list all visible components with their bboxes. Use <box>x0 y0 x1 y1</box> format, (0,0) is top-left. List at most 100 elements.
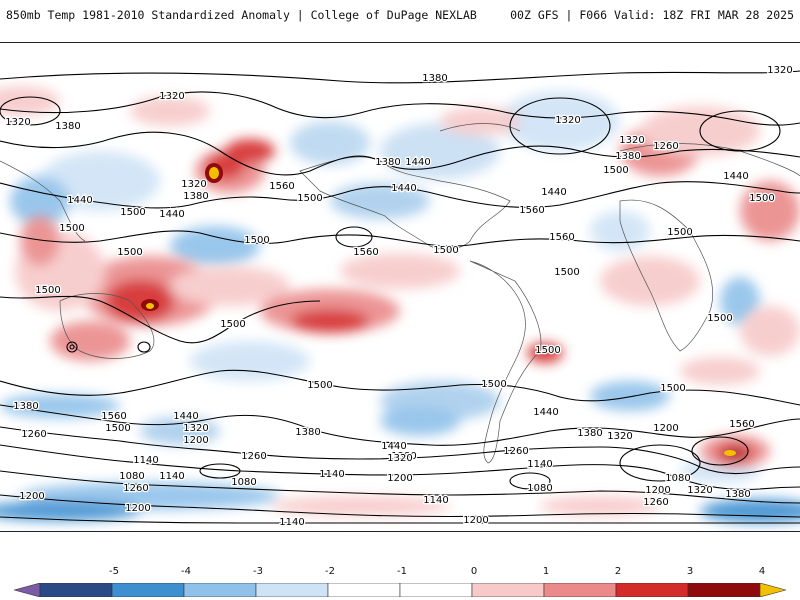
contour-label: 1560 <box>549 232 574 243</box>
contour-label: 1380 <box>391 451 416 462</box>
contour-label: 1500 <box>707 313 732 324</box>
colorbar-tick-label: 0 <box>470 566 478 577</box>
colorbar-segment <box>399 583 473 597</box>
contour-label: 1440 <box>67 195 92 206</box>
contour-label: 1320 <box>181 179 206 190</box>
contour-label: 1320 <box>619 135 644 146</box>
contour-label: 1440 <box>541 187 566 198</box>
contour-label: 1140 <box>159 471 184 482</box>
colorbar-segment <box>615 583 689 597</box>
colorbar-segment <box>327 583 401 597</box>
contour-label: 1500 <box>554 267 579 278</box>
colorbar-segment <box>759 583 786 597</box>
contour-label: 1200 <box>19 491 44 502</box>
contour-label: 1320 <box>687 485 712 496</box>
contour-label: 1080 <box>119 471 144 482</box>
contour-label: 1440 <box>381 441 406 452</box>
contour-label: 1380 <box>615 151 640 162</box>
contour-label: 1500 <box>667 227 692 238</box>
run-info: 00Z GFS | F066 Valid: 18Z FRI MAR 28 202… <box>510 8 794 22</box>
contour-label: 1500 <box>433 245 458 256</box>
contour-label: 1440 <box>391 183 416 194</box>
contour-label: 1380 <box>725 489 750 500</box>
contour-label: 1440 <box>159 209 184 220</box>
contour-label: 1200 <box>653 423 678 434</box>
contour-label: 1380 <box>183 191 208 202</box>
map-header: 850mb Temp 1981-2010 Standardized Anomal… <box>0 0 800 30</box>
colorbar-tick-label: -3 <box>253 566 263 577</box>
contour-label: 1260 <box>643 497 668 508</box>
contour-label: 1380 <box>295 427 320 438</box>
contour-label: 1380 <box>577 428 602 439</box>
contour-label: 1320 <box>607 431 632 442</box>
contour-label: 1500 <box>603 165 628 176</box>
colorbar-tick-label: -1 <box>397 566 407 577</box>
colorbar-tick-label: 1 <box>542 566 550 577</box>
colorbar-segment <box>543 583 617 597</box>
colorbar-segment <box>14 583 41 597</box>
contour-label: 1500 <box>105 423 130 434</box>
contour-label: 1500 <box>244 235 269 246</box>
contour-label: 1140 <box>133 455 158 466</box>
contour-label: 1200 <box>183 435 208 446</box>
contour-label: 1080 <box>527 483 552 494</box>
contour-label: 1140 <box>279 517 304 528</box>
contour-label: 1380 <box>422 73 447 84</box>
colorbar-tick-label: 4 <box>758 566 766 577</box>
contour-label: 1320 <box>159 91 184 102</box>
contour-label: 1500 <box>481 379 506 390</box>
colorbar-tick-label: -5 <box>109 566 119 577</box>
contour-label: 1500 <box>220 319 245 330</box>
colorbar-segment <box>183 583 257 597</box>
contour-label: 1260 <box>503 446 528 457</box>
contour-label: 1260 <box>241 451 266 462</box>
contour-label: 1080 <box>231 477 256 488</box>
contour-label: 1500 <box>35 285 60 296</box>
contour-label: 1320 <box>5 117 30 128</box>
map-title: 850mb Temp 1981-2010 Standardized Anomal… <box>6 8 477 22</box>
contour-label: 1200 <box>463 515 488 526</box>
colorbar-bar <box>14 583 786 597</box>
contour-label: 1560 <box>101 411 126 422</box>
colorbar-segment <box>255 583 329 597</box>
contour-label: 1200 <box>645 485 670 496</box>
contour-label: 1320 <box>183 423 208 434</box>
contour-label: 1320 <box>767 65 792 76</box>
contour-label: 1140 <box>527 459 552 470</box>
contour-label: 1500 <box>117 247 142 258</box>
contour-label: 1200 <box>125 503 150 514</box>
contour-label: 1260 <box>123 483 148 494</box>
warm-anomaly-shading <box>0 86 800 516</box>
contour-label: 1500 <box>297 193 322 204</box>
contour-label: 1440 <box>405 157 430 168</box>
contour-label: 1560 <box>519 205 544 216</box>
contour-label: 1440 <box>533 407 558 418</box>
anomaly-colorbar: -5-4-3-2-1012345 <box>14 566 786 600</box>
contour-label: 1500 <box>660 383 685 394</box>
contour-label: 1560 <box>269 181 294 192</box>
colorbar-tick-label: 3 <box>686 566 694 577</box>
contour-label: 1380 <box>55 121 80 132</box>
height-contours <box>0 70 800 524</box>
contour-label: 1380 <box>13 401 38 412</box>
contour-label: 1500 <box>535 345 560 356</box>
world-map: 1380 1320 1320 1320 1380 1320 1380 1440 1320 1260… <box>0 42 800 532</box>
colorbar-tick-label: -4 <box>181 566 191 577</box>
contour-label: 1260 <box>653 141 678 152</box>
colorbar-segment <box>687 583 761 597</box>
contour-label: 1320 <box>555 115 580 126</box>
contour-label: 1200 <box>387 473 412 484</box>
contour-label: 1140 <box>319 469 344 480</box>
extreme-anomaly-cores <box>141 163 736 456</box>
contour-label: 1440 <box>723 171 748 182</box>
contour-label: 1560 <box>353 247 378 258</box>
contour-label: 1500 <box>59 223 84 234</box>
colorbar-segment <box>471 583 545 597</box>
contour-label: 1500 <box>307 380 332 391</box>
contour-label: 1260 <box>21 429 46 440</box>
colorbar-segment <box>39 583 113 597</box>
contour-label: 1440 <box>173 411 198 422</box>
contour-label: 1500 <box>120 207 145 218</box>
